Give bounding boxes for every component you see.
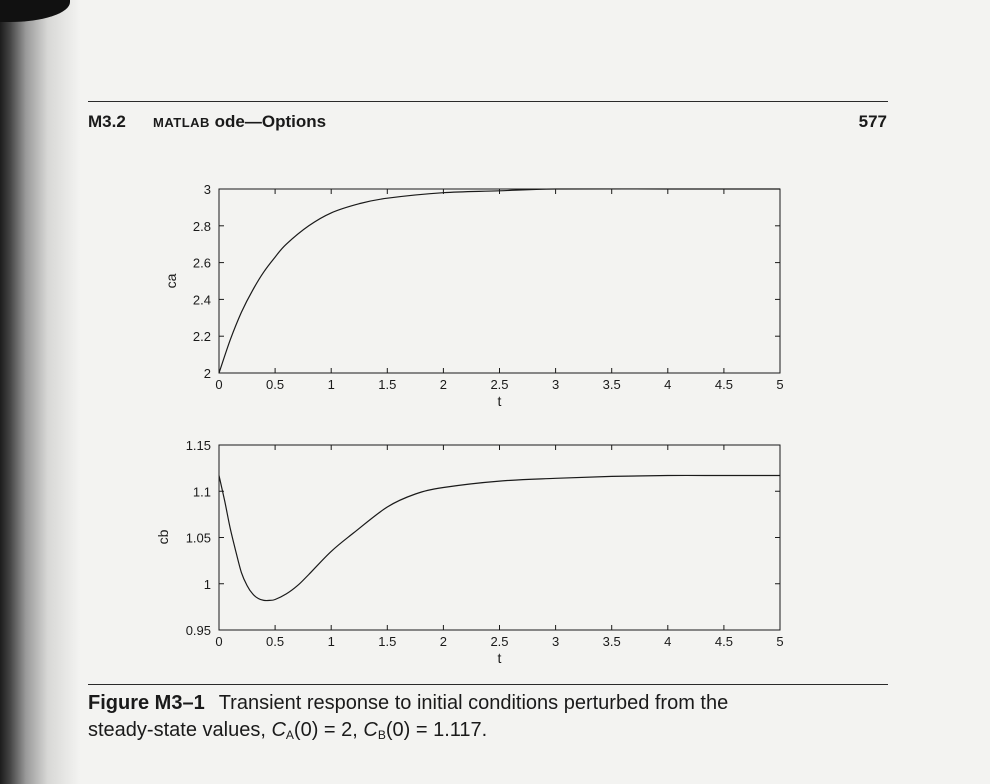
y-tick-label: 0.95 xyxy=(186,623,211,638)
plot-frame xyxy=(218,444,781,631)
x-tick-label: 5 xyxy=(776,377,783,392)
plot-cb: 0 0.5 1 1.5 2 2.5 3 3.5 4 4.5 5 0.95 1 1.05 1.1 1.15 t cb xyxy=(155,438,784,666)
x-axis-label: t xyxy=(498,393,502,409)
x-tick-label: 1.5 xyxy=(378,377,396,392)
header-rule xyxy=(88,101,888,102)
ca-symbol: C xyxy=(271,719,286,741)
x-tick-label: 4 xyxy=(664,377,671,392)
x-tick-label: 4.5 xyxy=(715,377,733,392)
y-tick-label: 2 xyxy=(204,366,211,381)
x-axis-label: t xyxy=(498,650,502,666)
x-tick-label: 0 xyxy=(215,634,222,649)
caption-line1: Transient response to initial conditions… xyxy=(218,692,729,714)
y-tick-label: 1.15 xyxy=(186,438,211,453)
cb-value: (0) = 1.117. xyxy=(385,719,488,741)
cb-symbol: C xyxy=(363,719,378,741)
plot-frame xyxy=(218,188,781,374)
section-title-rest: ode—Options xyxy=(209,112,327,131)
ca-subscript: A xyxy=(285,728,294,742)
y-tick-label: 1.1 xyxy=(193,484,211,499)
x-tick-label: 4 xyxy=(664,634,671,649)
caption-label: Figure M3–1 xyxy=(88,692,205,714)
series-line-ca xyxy=(218,188,780,374)
series-line-cb xyxy=(218,474,780,602)
x-tick-label: 3 xyxy=(552,377,559,392)
x-tick-label: 5 xyxy=(776,634,783,649)
x-tick-label: 1.5 xyxy=(378,634,396,649)
y-tick-label: 2.2 xyxy=(193,329,211,344)
caption-rule xyxy=(88,684,888,685)
y-axis-label: cb xyxy=(155,529,171,544)
caption-line2-prefix: steady-state values, xyxy=(88,719,272,741)
y-tick-label: 1 xyxy=(204,577,211,592)
plot-ca: 0 0.5 1 1.5 2 2.5 3 3.5 4 4.5 5 2 2.2 2.4 2.6 2.8 3 t ca xyxy=(163,182,784,409)
binding-shadow xyxy=(0,0,80,784)
section-number: M3.2 xyxy=(88,112,126,131)
y-tick-label: 2.8 xyxy=(193,219,211,234)
x-tick-label: 2.5 xyxy=(490,377,508,392)
x-tick-label: 0.5 xyxy=(266,377,284,392)
y-axis-label: ca xyxy=(163,273,179,288)
x-tick-label: 3.5 xyxy=(603,377,621,392)
y-tick-label: 2.4 xyxy=(193,292,211,307)
x-tick-label: 3 xyxy=(552,634,559,649)
y-tick-label: 2.6 xyxy=(193,256,211,271)
x-tick-label: 2.5 xyxy=(490,634,508,649)
y-tick-label: 3 xyxy=(204,182,211,197)
x-tick-label: 2 xyxy=(440,634,447,649)
section-title: Matlab ode—Options xyxy=(153,112,326,132)
x-tick-label: 1 xyxy=(328,634,335,649)
x-tick-label: 0 xyxy=(215,377,222,392)
ca-value: (0) = 2, xyxy=(293,719,364,741)
figure-caption: Figure M3–1 Transient response to initial… xyxy=(88,690,888,749)
x-tick-label: 3.5 xyxy=(603,634,621,649)
y-tick-label: 1.05 xyxy=(186,531,211,546)
x-tick-label: 0.5 xyxy=(266,634,284,649)
section-title-prefix: Matlab xyxy=(153,115,210,130)
page-number: 577 xyxy=(858,112,887,131)
x-tick-label: 4.5 xyxy=(715,634,733,649)
cb-subscript: B xyxy=(377,728,386,742)
x-tick-label: 1 xyxy=(328,377,335,392)
x-tick-label: 2 xyxy=(440,377,447,392)
